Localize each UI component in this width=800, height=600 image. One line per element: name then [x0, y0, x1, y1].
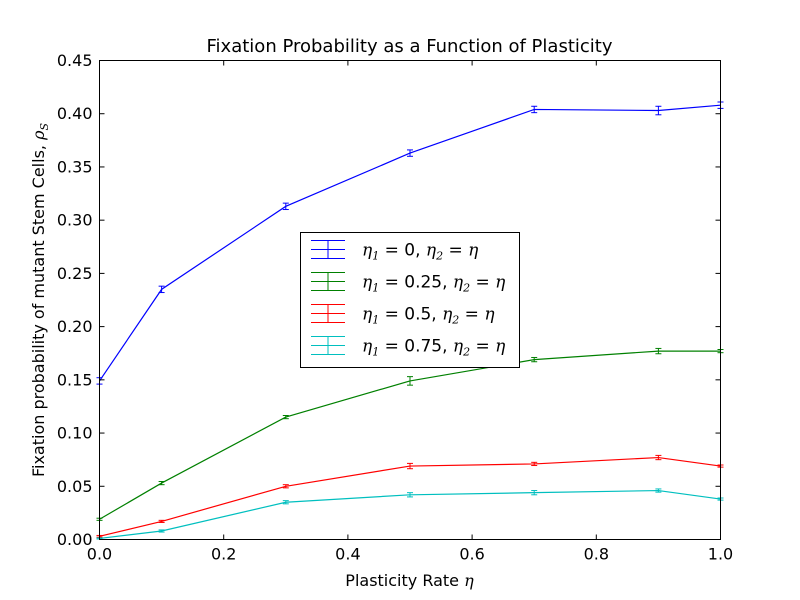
legend-subscript: 1 [372, 346, 379, 359]
legend-eta: η [495, 273, 506, 293]
legend: η1 = 0, η2 = ηη1 = 0.25, η2 = ηη1 = 0.5,… [300, 232, 520, 368]
y-tick-label: 0.40 [57, 104, 93, 123]
axis-ticks: 0.0 0.2 0.4 0.6 0.8 1.0 0.00 0.05 0.10 0.15 0.20 0.… [57, 51, 733, 564]
y-axis-label-subscript: S [38, 123, 51, 131]
y-tick-label: 0.45 [57, 51, 93, 70]
legend-value: 0.75, [404, 337, 453, 357]
legend-entry-1: η1 = 0, η2 = η [311, 240, 479, 263]
y-tick-label: 0.35 [57, 157, 93, 176]
legend-eta: η [468, 241, 479, 261]
y-tick-label: 0.00 [57, 530, 93, 549]
y-tick-label: 0.30 [57, 211, 93, 230]
y-tick-label: 0.05 [57, 477, 93, 496]
legend-eta: η [453, 337, 464, 357]
y-axis-label: Fixation probability of mutant Stem Cell… [29, 123, 51, 478]
x-tick-label: 0.2 [211, 545, 236, 564]
x-tick-label: 0.8 [584, 545, 609, 564]
legend-subscript: 2 [435, 250, 443, 263]
legend-equals: = [379, 305, 404, 325]
legend-subscript: 2 [462, 346, 470, 359]
y-axis-label-text: Fixation probability of mutant Stem Cell… [29, 140, 48, 477]
chart-title: Fixation Probability as a Function of Pl… [207, 36, 613, 57]
legend-equals: = [379, 337, 404, 357]
legend-entry-3: η1 = 0.5, η2 = η [311, 304, 495, 327]
legend-eta: η [362, 337, 373, 357]
x-axis-label-text: Plasticity Rate [345, 571, 464, 590]
legend-label: η1 = 0.25, η2 = η [362, 273, 506, 295]
series-line [99, 489, 721, 540]
legend-value: 0, [404, 241, 426, 261]
legend-eta: η [362, 305, 373, 325]
legend-label: η1 = 0.75, η2 = η [362, 337, 506, 359]
legend-eta: η [453, 273, 464, 293]
legend-equals: = [443, 241, 468, 261]
series-layer [96, 101, 724, 540]
legend-value: 0.25, [404, 273, 453, 293]
legend-equals: = [470, 337, 495, 357]
legend-entry-4: η1 = 0.75, η2 = η [311, 336, 506, 359]
legend-subscript: 1 [372, 282, 379, 295]
legend-equals: = [379, 241, 404, 261]
legend-value: 0.5, [404, 305, 442, 325]
legend-equals: = [470, 273, 495, 293]
legend-label: η1 = 0, η2 = η [362, 241, 479, 263]
legend-eta: η [442, 305, 453, 325]
legend-eta: η [495, 337, 506, 357]
series-1 [96, 101, 724, 385]
legend-eta: η [426, 241, 437, 261]
legend-label: η1 = 0.5, η2 = η [362, 305, 495, 327]
x-tick-label: 0.0 [87, 545, 112, 564]
legend-subscript: 2 [462, 282, 470, 295]
x-tick-label: 0.4 [335, 545, 360, 564]
x-axis-label-symbol: η [464, 571, 474, 590]
series-4 [96, 488, 724, 540]
legend-equals: = [459, 305, 484, 325]
legend-subscript: 1 [372, 314, 379, 327]
series-3 [96, 454, 724, 538]
legend-eta: η [362, 273, 373, 293]
legend-subscript: 2 [451, 314, 459, 327]
plot-frame [99, 60, 721, 540]
x-tick-label: 0.6 [459, 545, 484, 564]
y-tick-label: 0.20 [57, 317, 93, 336]
x-axis-label: Plasticity Rate η [345, 571, 474, 590]
legend-equals: = [379, 273, 404, 293]
legend-eta: η [484, 305, 495, 325]
x-tick-label: 1.0 [708, 545, 733, 564]
y-tick-label: 0.25 [57, 264, 93, 283]
y-tick-label: 0.10 [57, 424, 93, 443]
legend-entry-2: η1 = 0.25, η2 = η [311, 272, 506, 295]
legend-subscript: 1 [372, 250, 379, 263]
legend-eta: η [362, 241, 373, 261]
y-tick-label: 0.15 [57, 370, 93, 389]
y-axis-label-symbol: ρ [29, 130, 48, 141]
